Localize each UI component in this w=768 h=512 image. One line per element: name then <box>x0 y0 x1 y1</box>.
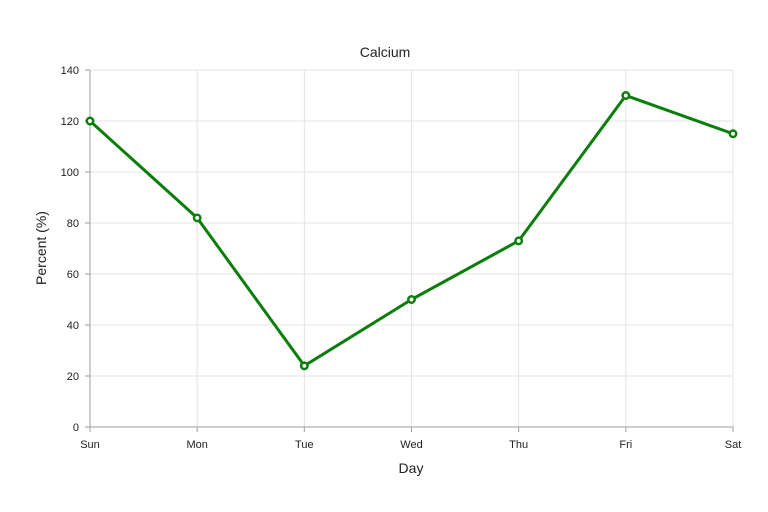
data-point <box>85 116 95 126</box>
x-tick-label: Sat <box>725 439 742 451</box>
y-tick-label: 0 <box>73 422 79 434</box>
chart-title: Calcium <box>360 44 411 60</box>
data-point <box>514 236 524 246</box>
data-point <box>621 91 631 100</box>
x-tick-label: Tue <box>295 439 314 451</box>
y-tick-label: 100 <box>61 167 79 179</box>
y-tick-label: 20 <box>67 371 79 383</box>
series <box>85 91 738 371</box>
data-point <box>192 213 202 223</box>
y-axis-title: Percent (%) <box>33 211 49 285</box>
x-axis-title: Day <box>399 460 424 476</box>
x-tick-label: Thu <box>509 439 528 451</box>
x-tick-label: Wed <box>400 439 422 451</box>
data-point <box>728 129 738 139</box>
x-tick-label: Fri <box>619 439 632 451</box>
y-tick-label: 80 <box>67 218 79 230</box>
tick-labels: 0 20 40 60 80 100 120 140 Sun Mon Tue Wed Thu Fri Sat <box>61 65 742 451</box>
y-tick-label: 140 <box>61 65 79 77</box>
x-tick-label: Mon <box>186 439 207 451</box>
grid-lines <box>90 69 734 427</box>
y-tick-label: 120 <box>61 116 79 128</box>
y-tick-label: 40 <box>67 320 79 332</box>
y-tick-label: 60 <box>67 269 79 281</box>
x-tick-label: Sun <box>80 439 100 451</box>
data-point <box>299 361 309 371</box>
axes <box>85 69 734 432</box>
data-point <box>407 295 416 304</box>
